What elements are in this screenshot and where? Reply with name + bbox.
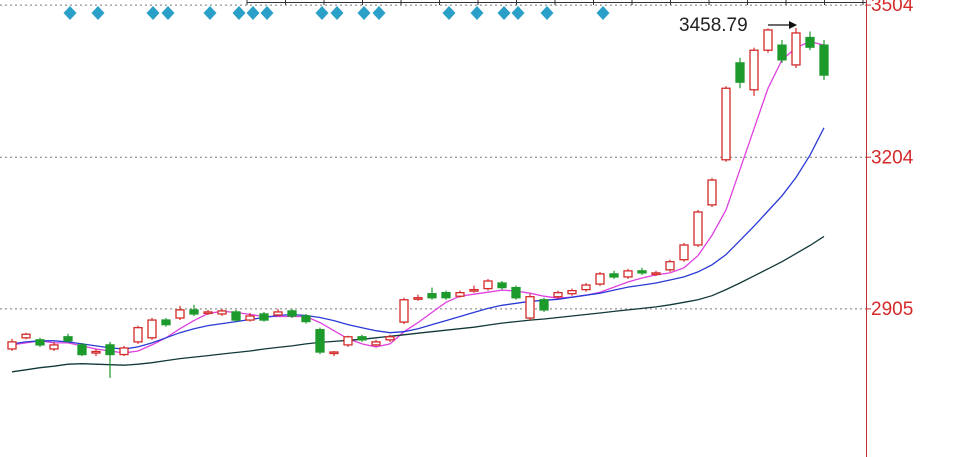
candle-body	[147, 319, 157, 339]
candle-body	[7, 341, 17, 350]
candle-body	[63, 336, 73, 342]
candle-body	[245, 315, 255, 321]
candle-body	[217, 310, 227, 315]
signal-diamond	[357, 6, 371, 20]
signal-diamond	[372, 6, 386, 20]
candle-body	[259, 313, 269, 321]
signal-diamond	[315, 6, 329, 20]
candle-body	[777, 44, 787, 61]
signal-diamond	[63, 6, 77, 20]
candle-body	[49, 344, 59, 350]
y-tick-label: 3504	[871, 0, 914, 16]
annotation-label: 3458.79	[679, 15, 748, 36]
signal-diamond	[246, 6, 260, 20]
y-tick-label: 2905	[871, 299, 913, 320]
candle-body	[343, 336, 353, 346]
candle-body	[609, 273, 619, 278]
ma-line	[11, 127, 825, 350]
candle-body	[399, 299, 409, 323]
candle-body	[21, 333, 31, 339]
signal-diamond	[442, 6, 456, 20]
candle-body	[805, 36, 815, 48]
candle-body	[791, 32, 801, 66]
annotation-arrowhead	[789, 21, 797, 30]
candle-body	[231, 311, 241, 321]
signal-diamond	[511, 6, 525, 20]
candle-body	[595, 273, 605, 285]
candle-body	[469, 288, 479, 292]
candle-body	[35, 339, 45, 346]
candle-body	[455, 292, 465, 297]
candle-body	[357, 336, 367, 341]
candle-body	[651, 272, 661, 276]
candle-body	[385, 336, 395, 341]
candle-body	[623, 270, 633, 278]
candle-body	[203, 311, 213, 315]
ma-line	[11, 40, 825, 354]
signal-diamond	[540, 6, 554, 20]
candle-body	[273, 311, 283, 316]
ma-line	[11, 235, 825, 373]
candle-body	[329, 351, 339, 355]
candle-body	[539, 299, 549, 311]
candle-body	[721, 87, 731, 161]
candle-body	[413, 297, 423, 300]
signal-diamond	[470, 6, 484, 20]
candle-body	[763, 29, 773, 51]
candle-body	[77, 344, 87, 356]
candle-body	[567, 289, 577, 295]
candle-body	[315, 329, 325, 353]
candle-body	[735, 62, 745, 83]
candle-body	[749, 49, 759, 91]
candle-body	[553, 292, 563, 298]
candle-body	[441, 292, 451, 299]
candle-body	[189, 309, 199, 315]
signal-diamond	[146, 6, 160, 20]
candle-body	[91, 350, 101, 354]
candle-body	[693, 211, 703, 246]
candle-body	[175, 309, 185, 319]
signal-diamond	[497, 6, 511, 20]
candle-body	[497, 282, 507, 289]
signal-diamond	[232, 6, 246, 20]
candle-body	[525, 296, 535, 319]
candle-body	[637, 270, 647, 274]
signal-diamond	[330, 6, 344, 20]
candle-body	[119, 347, 129, 356]
signal-diamond	[596, 6, 610, 20]
signal-diamond	[161, 6, 175, 20]
signal-diamond	[260, 6, 274, 20]
candle-body	[105, 344, 115, 356]
candle-body	[665, 261, 675, 271]
candle-body	[511, 286, 521, 299]
candle-body	[287, 310, 297, 317]
signal-markers	[63, 6, 610, 20]
candle-body	[301, 315, 311, 323]
candle-body	[581, 284, 591, 291]
signal-diamond	[91, 6, 105, 20]
candle-body	[161, 319, 171, 326]
candle-body	[483, 280, 493, 290]
candle-body	[427, 293, 437, 299]
candle-body	[371, 341, 381, 346]
candle-body	[133, 327, 143, 343]
y-tick-label: 3204	[871, 147, 914, 168]
signal-diamond	[203, 6, 217, 20]
candle-body	[679, 244, 689, 261]
candle-body	[819, 44, 829, 76]
candle-body	[707, 179, 717, 206]
